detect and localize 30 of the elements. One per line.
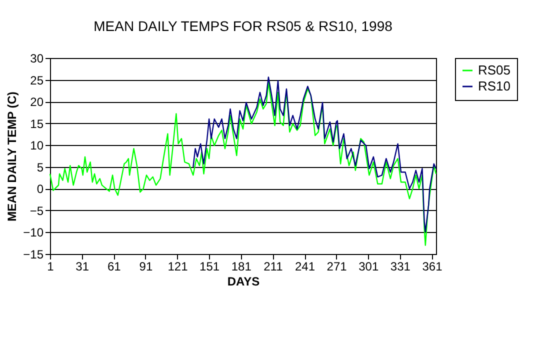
y-tick-label: 15 — [30, 116, 44, 131]
x-tick-label: 271 — [326, 260, 348, 274]
x-tick-label: 181 — [231, 260, 252, 274]
y-tick-label: 30 — [30, 52, 44, 66]
x-tick-label: 211 — [264, 260, 284, 274]
x-tick-label: 1 — [47, 260, 54, 274]
y-tick-label: 0 — [36, 182, 44, 196]
x-tick-label: 61 — [107, 260, 122, 274]
legend-label: RS05 — [478, 62, 511, 78]
y-tick-label: −15 — [23, 248, 44, 262]
y-tick-label: 20 — [30, 95, 44, 110]
y-axis-title: MEAN DAILY TEMP (C) — [5, 92, 20, 222]
x-tick-label: 361 — [422, 260, 443, 274]
x-axis-title: DAYS — [227, 274, 260, 288]
y-tick-label: 25 — [30, 73, 44, 88]
x-tick-label: 301 — [358, 260, 379, 274]
line-series — [192, 76, 437, 232]
line-series — [49, 82, 437, 246]
y-tick-label: −5 — [30, 204, 44, 218]
chart-title: MEAN DAILY TEMPS FOR RS05 & RS10, 1998 — [94, 18, 393, 34]
y-tick-label: 10 — [30, 138, 44, 153]
x-tick-label: 91 — [139, 260, 153, 274]
x-tick-label: 121 — [168, 260, 188, 274]
y-tick-label: −10 — [23, 226, 44, 240]
x-tick-label: 151 — [200, 260, 220, 274]
x-tick-label: 31 — [76, 260, 90, 274]
y-tick-label: 5 — [36, 160, 44, 174]
legend-label: RS10 — [478, 78, 511, 94]
x-tick-label: 241 — [294, 260, 316, 274]
x-tick-label: 331 — [390, 260, 411, 274]
